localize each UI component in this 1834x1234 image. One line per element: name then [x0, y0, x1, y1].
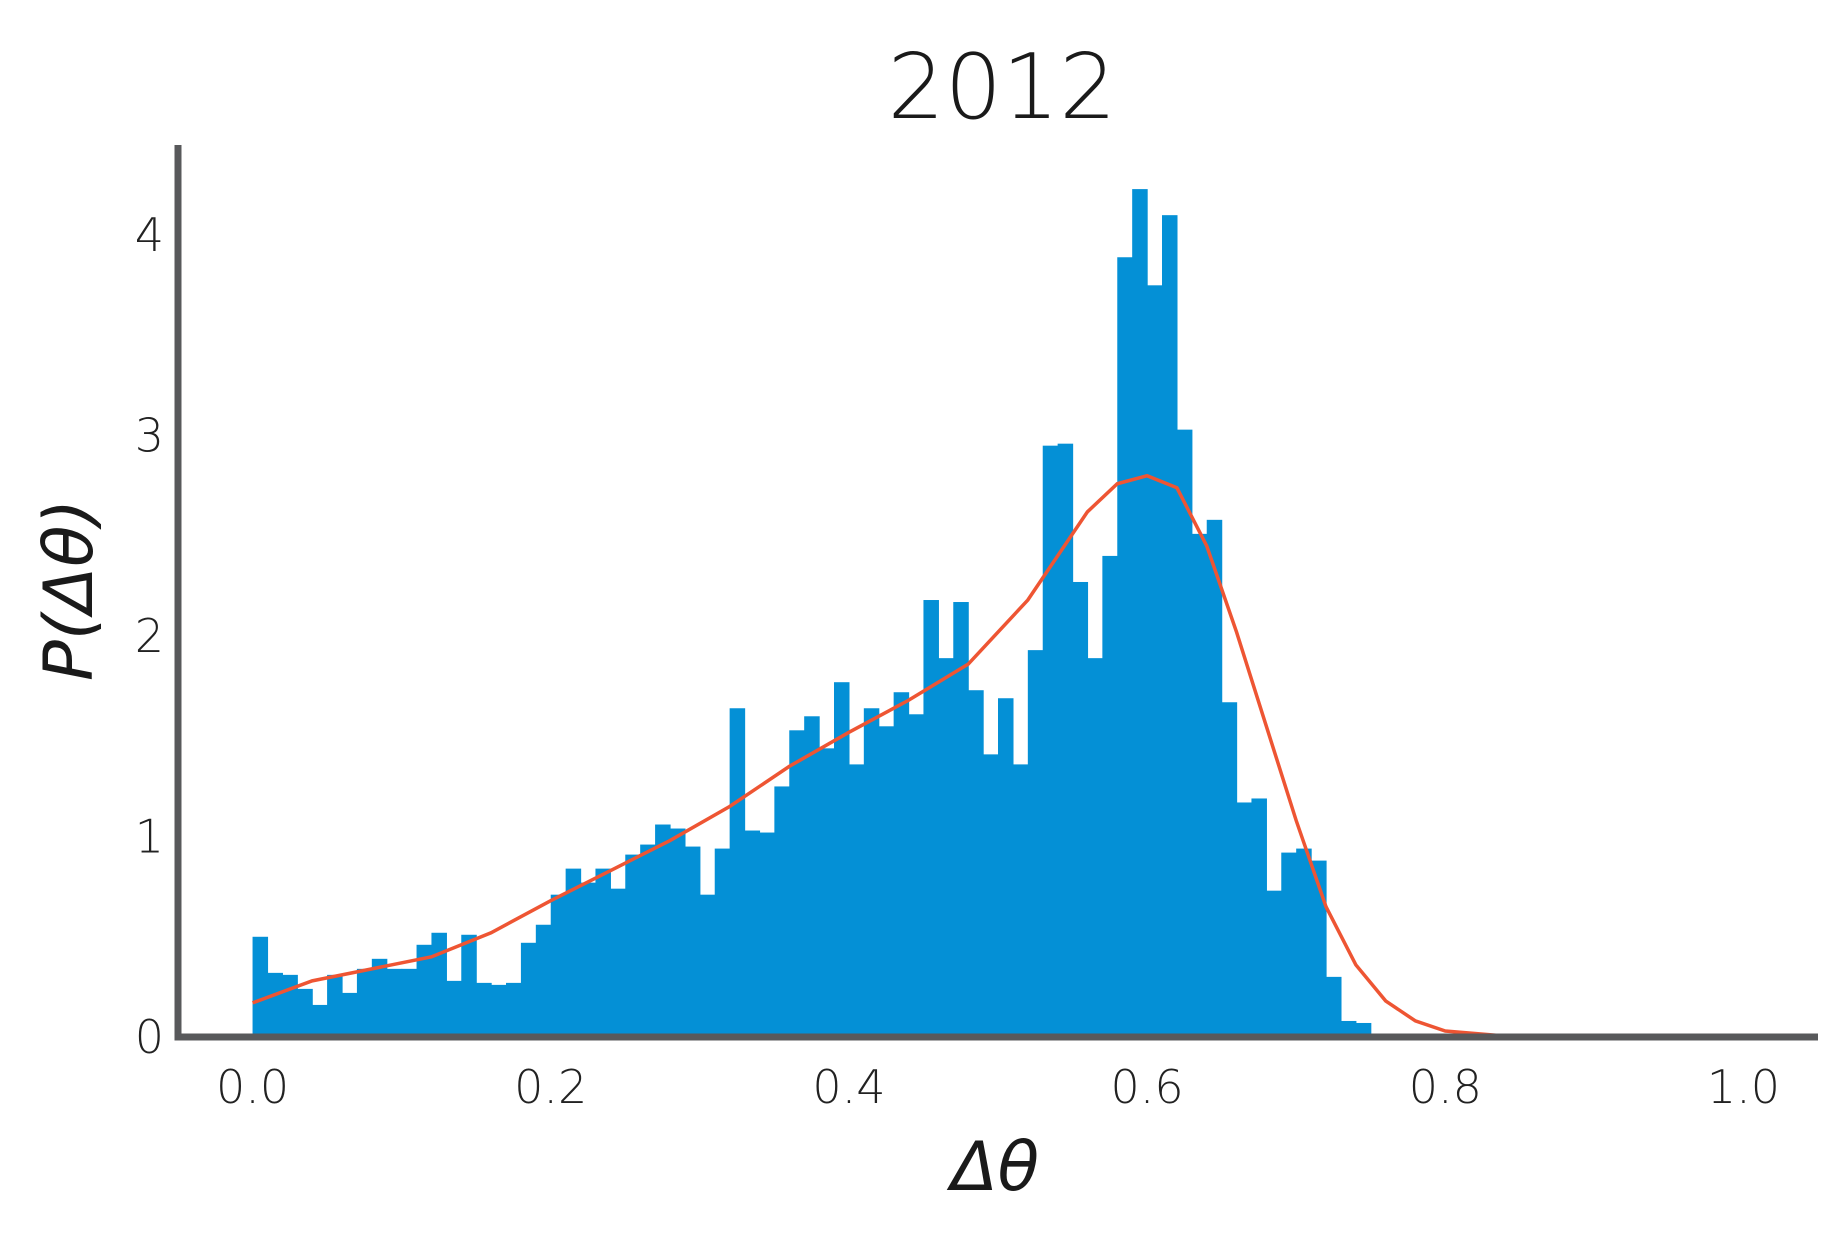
histogram-bar: [1057, 443, 1074, 1037]
histogram-bar: [1191, 533, 1208, 1037]
histogram-bar: [1147, 285, 1163, 1037]
y-tick-label: 2: [135, 609, 164, 663]
histogram-bar: [834, 682, 850, 1037]
histogram-bar: [1311, 860, 1327, 1037]
histogram-bar: [1087, 658, 1103, 1037]
histogram-bar: [998, 698, 1014, 1037]
histogram-bar: [744, 830, 761, 1037]
chart-title: 2012: [887, 35, 1116, 140]
histogram-bar: [371, 958, 388, 1037]
y-axis-label: P(Δθ): [30, 499, 109, 681]
x-tick-label: 0.8: [1409, 1060, 1482, 1114]
histogram-bar: [968, 690, 984, 1037]
histogram-bar: [327, 974, 343, 1037]
histogram-bar: [1117, 257, 1133, 1037]
density-curve: [251, 473, 1565, 1039]
histogram-bar: [1326, 976, 1342, 1037]
histogram-bar: [878, 726, 895, 1037]
histogram-bar: [640, 844, 656, 1037]
histogram-bar: [565, 868, 582, 1037]
x-axis-label: Δθ: [946, 1128, 1039, 1207]
histogram-bar: [401, 968, 418, 1037]
histogram-bar: [267, 972, 283, 1037]
x-tick-label: 0.4: [812, 1060, 885, 1114]
histogram-bar: [595, 868, 611, 1037]
x-tick-label: 0.6: [1111, 1060, 1184, 1114]
histogram-bar: [863, 708, 880, 1037]
histogram-bar: [1102, 555, 1118, 1037]
histogram-bar: [759, 832, 775, 1037]
histogram-bar: [1355, 1022, 1372, 1037]
histogram-bar: [416, 944, 433, 1037]
histogram-bar: [1266, 890, 1282, 1037]
x-tick-label: 0.0: [216, 1060, 289, 1114]
histogram-bar: [431, 932, 447, 1037]
histogram-bars: [252, 189, 1372, 1038]
histogram-bar: [1340, 1020, 1357, 1037]
histogram-bar: [580, 882, 597, 1037]
x-tick-labels: 0.0 0.2 0.4 0.6 0.8 1.0: [216, 1060, 1780, 1114]
x-tick-label: 1.0: [1707, 1060, 1780, 1114]
histogram-bar: [1236, 802, 1253, 1037]
x-tick-label: 0.2: [514, 1060, 587, 1114]
histogram-bar: [983, 754, 999, 1037]
histogram-bar: [908, 714, 925, 1037]
y-tick-label: 1: [135, 810, 164, 864]
histogram-bar: [655, 824, 671, 1037]
histogram-bar: [1162, 215, 1178, 1037]
histogram-bar: [491, 984, 507, 1037]
histogram-bar: [476, 982, 492, 1037]
y-tick-label: 0: [135, 1010, 164, 1064]
histogram-bar: [670, 828, 686, 1037]
histogram-bar: [386, 968, 403, 1037]
histogram-bar: [1296, 848, 1312, 1037]
histogram-bar: [297, 988, 313, 1037]
histogram-bar: [252, 936, 269, 1037]
y-tick-label: 3: [135, 409, 164, 463]
histogram-bar: [1281, 852, 1297, 1037]
histogram-bar: [774, 786, 790, 1037]
histogram-bar: [1176, 429, 1193, 1037]
histogram-bar: [506, 982, 522, 1037]
histogram-bar: [356, 968, 373, 1037]
histogram-bar: [520, 942, 537, 1037]
histogram-bar: [461, 934, 477, 1037]
histogram-bar: [923, 600, 939, 1037]
histogram-bar: [1221, 702, 1238, 1037]
y-tick-labels: 0 1 2 3 4: [135, 208, 164, 1064]
histogram-bar: [699, 894, 716, 1037]
histogram-bar: [282, 974, 298, 1037]
histogram-bar: [819, 748, 835, 1037]
histogram-bar: [1072, 581, 1089, 1037]
histogram-bar: [342, 992, 358, 1037]
histogram-bar: [446, 980, 462, 1037]
histogram-bar: [550, 894, 567, 1037]
histogram-bar: [804, 716, 820, 1037]
y-tick-label: 4: [135, 208, 164, 262]
histogram-bar: [1206, 519, 1223, 1037]
histogram-bar: [1012, 764, 1029, 1037]
histogram-bar: [1042, 445, 1059, 1037]
histogram-bar: [729, 708, 746, 1037]
histogram-bar: [1132, 189, 1148, 1038]
histogram-bar: [684, 846, 701, 1037]
histogram-bar: [610, 888, 626, 1037]
histogram-bar: [789, 730, 805, 1037]
histogram-bar: [312, 1004, 328, 1037]
histogram-bar: [1027, 650, 1044, 1037]
histogram-bar: [848, 764, 865, 1037]
histogram-bar: [938, 658, 954, 1037]
histogram-bar: [953, 602, 969, 1037]
histogram-bar: [714, 848, 731, 1037]
histogram-bar: [625, 854, 641, 1037]
histogram-bar: [893, 692, 910, 1037]
histogram-bar: [1251, 798, 1267, 1037]
histogram-bar: [535, 924, 552, 1037]
